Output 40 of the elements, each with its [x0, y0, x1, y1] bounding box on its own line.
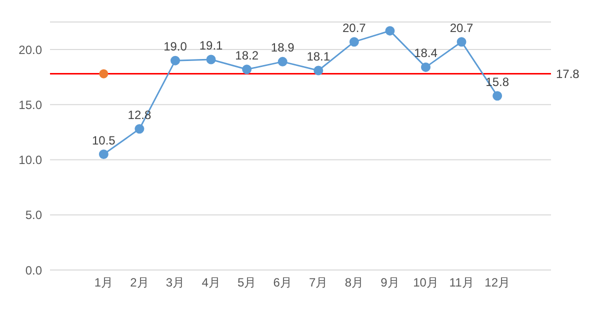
data-label: 20.7: [450, 20, 474, 35]
x-tick-label: 2月: [130, 276, 149, 290]
point: [242, 64, 252, 74]
point: [99, 69, 108, 78]
y-tick-label: 15.0: [18, 98, 42, 112]
x-tick-label: 3月: [166, 276, 185, 290]
data-label: 20.7: [342, 20, 366, 35]
x-tick-label: 8月: [344, 276, 364, 290]
x-tick-label: 1月: [94, 276, 114, 290]
x-tick-label: 4月: [202, 276, 220, 290]
x-tick-label: 12月: [484, 276, 510, 290]
data-label: 19.0: [164, 40, 188, 54]
x-tick-label: 7月: [309, 276, 328, 290]
x-tick-label: 9月: [380, 276, 400, 290]
y-tick-label: 20.0: [18, 42, 42, 57]
x-tick-label: 10月: [413, 276, 438, 290]
x-tick-label: 11月: [449, 276, 474, 290]
point: [492, 91, 502, 101]
y-tick-label: 10.0: [18, 153, 42, 168]
x-tick-label: 5月: [237, 276, 256, 290]
data-label: 19.1: [199, 38, 224, 52]
point: [385, 26, 395, 36]
y-tick-label: 5.0: [25, 208, 42, 222]
data-label: 10.5: [92, 133, 116, 148]
point: [421, 62, 430, 72]
point: [206, 54, 216, 64]
y-tick-label: 0.0: [25, 263, 42, 278]
point: [314, 66, 324, 76]
point: [134, 124, 144, 134]
data-label: 18.4: [414, 46, 438, 60]
data-label: 18.2: [235, 48, 259, 62]
point: [98, 150, 108, 160]
point: [456, 37, 466, 47]
x-tick-label: 6月: [273, 276, 292, 290]
data-label: 18.9: [270, 40, 295, 55]
ref-line-label: 17.8: [556, 67, 580, 82]
point: [278, 56, 288, 66]
point: [170, 56, 180, 66]
point: [349, 37, 359, 47]
data-label: 18.1: [306, 50, 330, 64]
